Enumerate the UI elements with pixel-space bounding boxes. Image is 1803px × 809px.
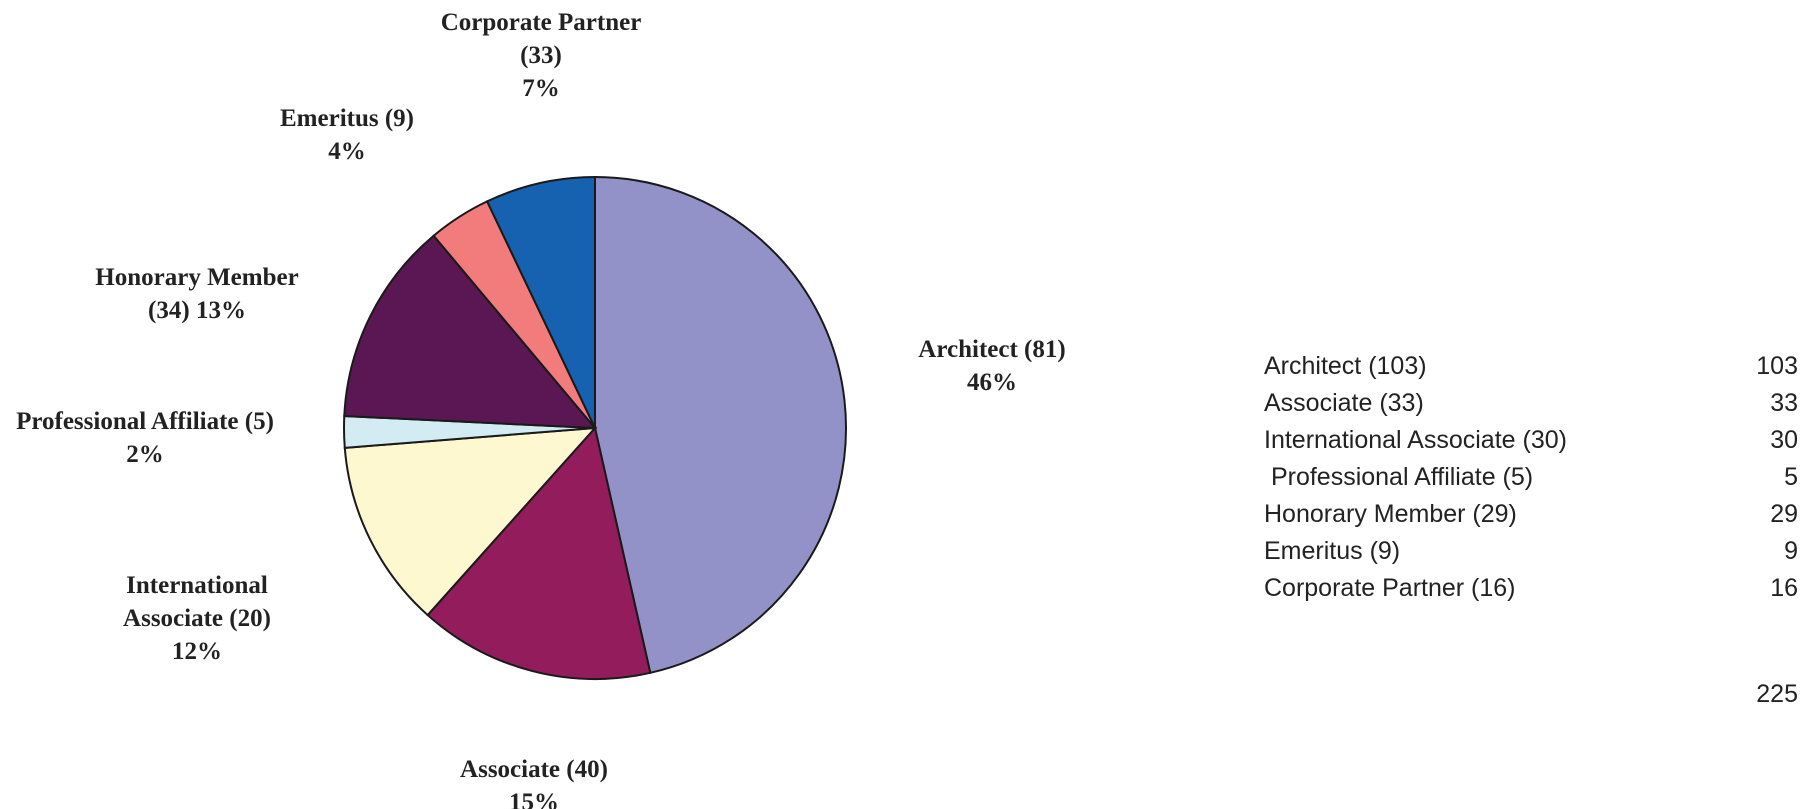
row-label: Professional Affiliate (5) bbox=[1264, 463, 1534, 491]
pie-slice bbox=[594, 175, 847, 675]
row-value: 103 bbox=[1756, 352, 1798, 380]
row-value: 29 bbox=[1770, 500, 1798, 528]
slice-label: Associate (40) 15% bbox=[404, 753, 664, 809]
percent-label: 7% bbox=[522, 75, 560, 102]
percent-label: 15% bbox=[509, 789, 559, 809]
row-value: 9 bbox=[1784, 537, 1798, 565]
row-label: Corporate Partner (16) bbox=[1264, 574, 1516, 602]
pie-slice bbox=[426, 425, 652, 680]
category-name: Architect (81) bbox=[918, 336, 1066, 363]
row-label: International Associate (30) bbox=[1264, 426, 1567, 454]
table-row: Architect (103) 103 bbox=[1264, 352, 1798, 381]
table-row: Professional Affiliate (5) 5 bbox=[1264, 463, 1798, 492]
row-value: 5 bbox=[1784, 463, 1798, 491]
pie-slice bbox=[485, 175, 596, 429]
row-value: 33 bbox=[1770, 389, 1798, 417]
category-name: International Associate (20) bbox=[123, 572, 271, 632]
table-row: International Associate (30) 30 bbox=[1264, 426, 1798, 455]
table-row: Corporate Partner (16) 16 bbox=[1264, 574, 1798, 603]
table-row: Honorary Member (29) 29 bbox=[1264, 500, 1798, 529]
row-label: Architect (103) bbox=[1264, 352, 1427, 380]
percent-label: 46% bbox=[967, 369, 1017, 396]
percent-label: 2% bbox=[126, 441, 164, 468]
table-row: Associate (33) 33 bbox=[1264, 389, 1798, 418]
row-label: Associate (33) bbox=[1264, 389, 1424, 417]
category-name: Professional Affiliate (5) bbox=[16, 408, 274, 435]
category-name: Corporate Partner (33) bbox=[440, 9, 642, 69]
slice-label: International Associate (20) 12% bbox=[97, 569, 297, 668]
row-label: Emeritus (9) bbox=[1264, 537, 1401, 565]
row-value: 30 bbox=[1770, 426, 1798, 454]
slice-label: Corporate Partner (33) 7% bbox=[426, 6, 656, 105]
percent-label: 12% bbox=[172, 638, 222, 665]
percent-label: 13% bbox=[195, 297, 246, 324]
category-name: Associate (40) bbox=[460, 756, 608, 783]
pie-slice bbox=[343, 426, 598, 617]
table-row: Emeritus (9) 9 bbox=[1264, 537, 1798, 566]
slice-label: Architect (81) 46% bbox=[867, 333, 1117, 399]
total-value: 225 bbox=[1756, 680, 1798, 708]
percent-label: 4% bbox=[328, 138, 366, 165]
slice-label: Professional Affiliate (5) 2% bbox=[0, 405, 290, 471]
row-value: 16 bbox=[1770, 574, 1798, 602]
category-name: Emeritus (9) bbox=[280, 105, 414, 132]
category-name: Honorary Member (34) bbox=[95, 264, 299, 324]
slice-label: Honorary Member (34) 13% bbox=[72, 261, 322, 327]
pie-slice bbox=[343, 234, 598, 430]
row-label: Honorary Member (29) bbox=[1264, 500, 1517, 528]
slice-label: Emeritus (9) 4% bbox=[247, 102, 447, 168]
